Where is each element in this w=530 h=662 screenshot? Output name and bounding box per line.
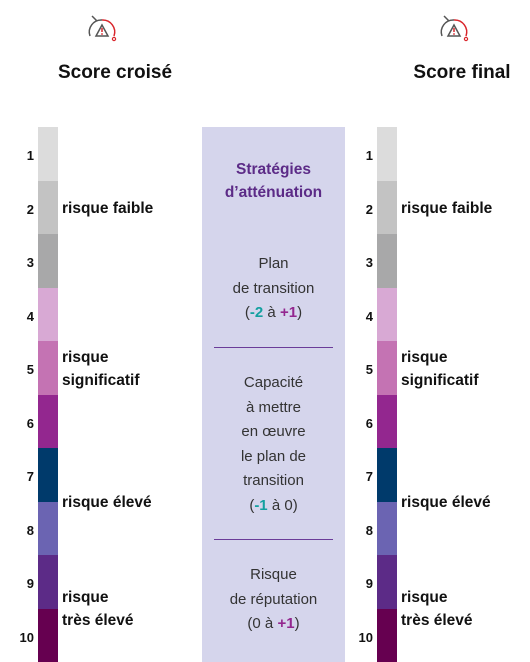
scale-segment [377,501,397,556]
level-number: 10 [19,629,34,645]
risk-label: très élevé [401,612,473,629]
range-part: -2 [249,304,264,321]
scale-segment [38,180,58,235]
gauge-icon [440,15,469,42]
range-part: 0 [252,615,261,632]
strategy-line: le plan de [240,447,307,465]
level-number: 2 [365,201,373,217]
scale-segment [377,448,397,502]
level-number: 1 [26,148,34,163]
scale-segment [377,394,397,449]
range-part: +1 [279,304,298,321]
scale-segment [38,127,58,181]
risk-label: très élevé [62,612,134,629]
scale-segment [377,234,397,288]
risk-label: risque [401,349,448,366]
strategy-line: transition [243,472,304,489]
risk-label: risque [62,589,109,606]
strategy-range: (-2 à +1) [202,301,345,326]
scale-segment [377,555,397,609]
scale-segment [38,394,58,449]
scale-segment [38,448,58,502]
scale-segment [377,341,397,395]
level-number: 3 [365,255,373,270]
risk-label: risque faible [62,200,154,217]
scale-segment [377,127,397,181]
scale-segment [38,608,58,662]
scale-segment [38,555,58,609]
level-number: 7 [26,469,34,484]
level-number: 4 [365,308,373,324]
risk-label: significatif [401,372,479,389]
strategy-range: (-1 à 0) [202,494,345,519]
level-number: 8 [26,522,34,538]
column-title: Score final [413,62,511,83]
range-part: ) [294,615,300,632]
strategy-line: Plan [258,255,289,272]
level-number: 4 [26,308,34,324]
level-number: 7 [365,469,373,484]
level-number: 2 [26,201,34,217]
level-number: 10 [358,629,373,645]
level-number: 6 [26,415,34,431]
divider [214,347,333,348]
level-number: 3 [26,255,34,270]
risk-label: risque [62,349,109,366]
level-number: 1 [365,148,373,163]
scale-segment [38,234,58,288]
strategy-line: de transition [232,279,315,297]
level-number: 5 [365,362,373,377]
range-part: +1 [277,615,295,632]
strategy-line: de réputation [229,590,318,608]
strategy-line: Risque [250,566,297,583]
panel-title: Stratégies [236,161,311,178]
range-part: ( [249,496,255,514]
range-part: -1 [254,496,268,514]
scale-segment [38,341,58,395]
level-number: 6 [365,415,373,431]
scale-segment [38,287,58,342]
range-part: ) [292,496,298,514]
column-title: Score croisé [57,62,173,83]
range-part: à [260,615,278,632]
strategies-panel: Stratégies d’atténuation Plan de transition… [202,127,345,662]
level-number: 9 [26,576,34,591]
panel-title: d’atténuation [224,184,323,201]
scale-segment [38,501,58,556]
range-part: ( [247,615,253,632]
range-part: 0 [284,496,293,514]
range-part: à [263,304,280,321]
level-number: 5 [26,362,34,377]
risk-label: significatif [62,372,140,389]
risk-label: risque élevé [401,494,491,511]
range-part: ( [244,304,250,321]
strategy-line: en œuvre [241,423,306,440]
risk-label: risque [401,589,448,606]
level-number: 9 [365,576,373,591]
divider [214,539,333,540]
gauge-icon [88,15,117,42]
range-part: à [267,496,285,514]
risk-label: risque élevé [62,494,152,511]
strategy-range: (0 à +1) [202,612,345,637]
risk-label: risque faible [401,200,493,217]
strategy-line: à mettre [245,398,302,416]
strategy-line: Capacité [243,374,304,391]
level-number: 8 [365,522,373,538]
scale-segment [377,180,397,235]
scale-segment [377,608,397,662]
scale-segment [377,287,397,342]
range-part: ) [297,304,303,321]
